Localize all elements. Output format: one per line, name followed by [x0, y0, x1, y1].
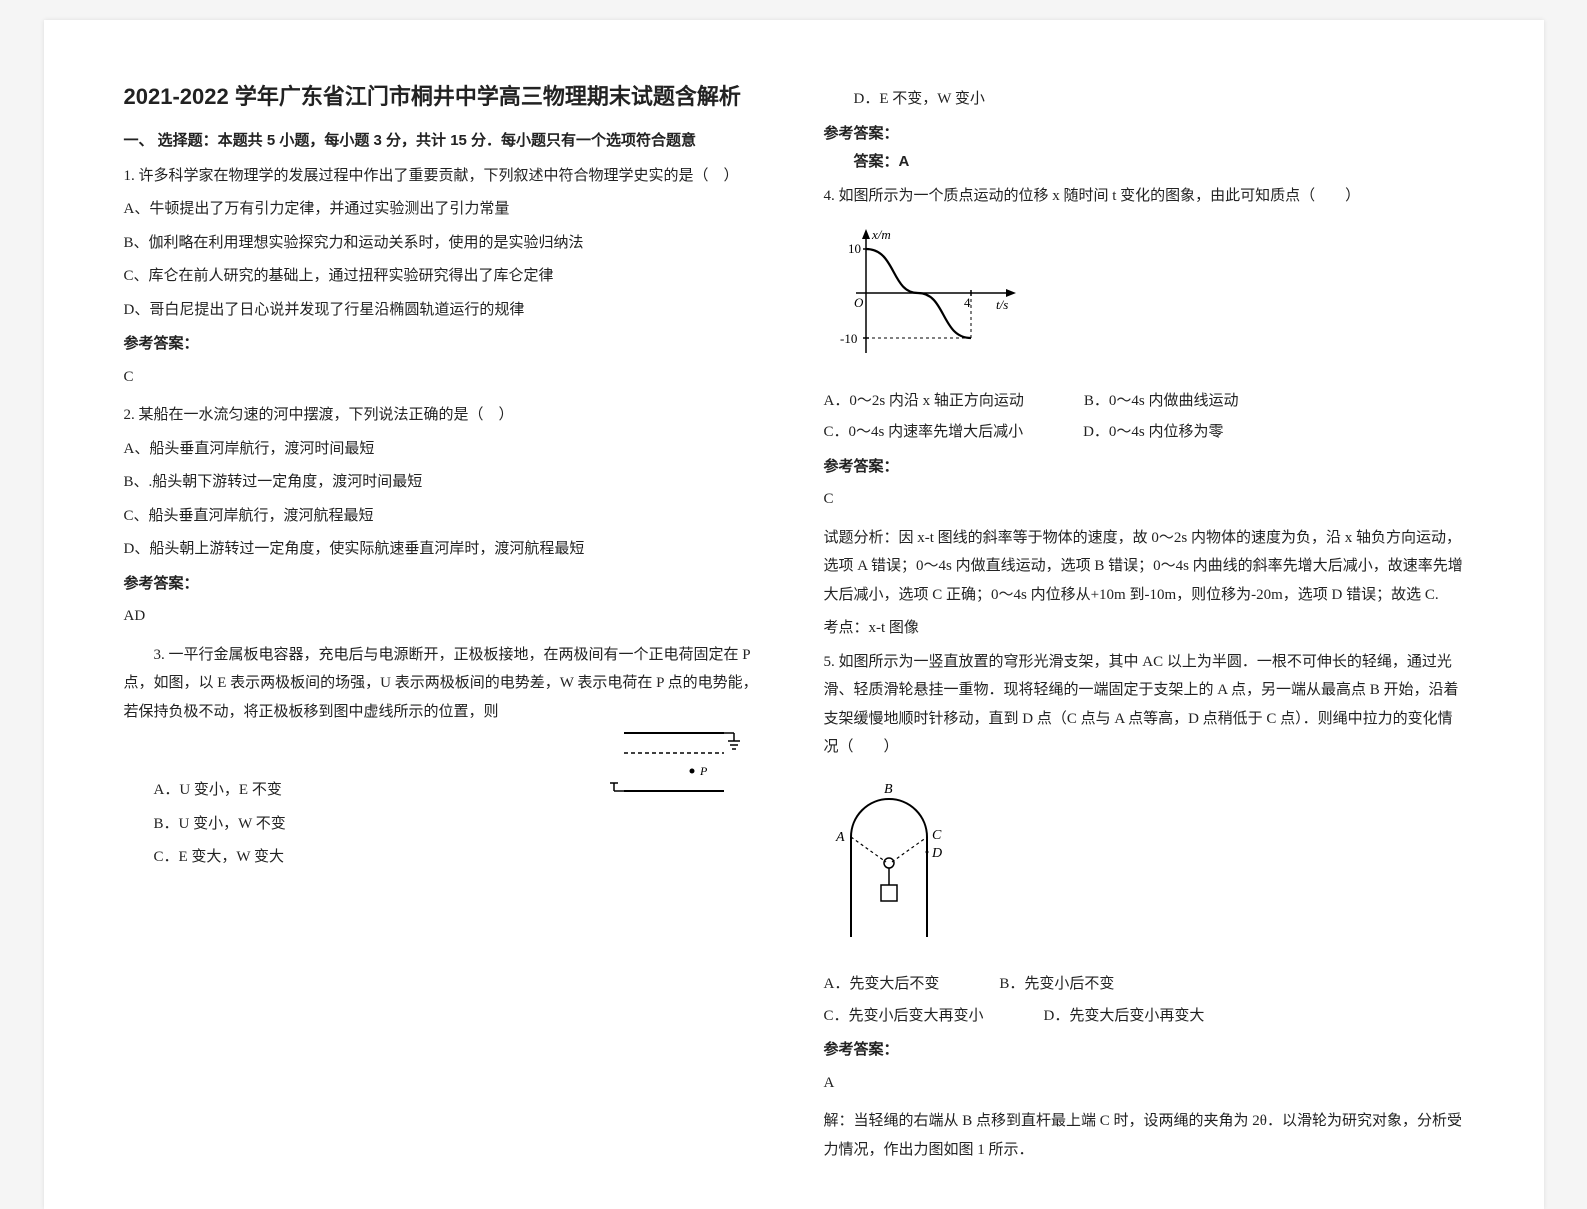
q5-solution: 解：当轻绳的右端从 B 点移到直杆最上端 C 时，设两绳的夹角为 2θ．以滑轮为… [824, 1107, 1464, 1164]
q5-row-cd: C．先变小后变大再变小 D．先变大后变小再变大 [824, 1002, 1464, 1031]
arc-frame-diagram: B A C D [824, 777, 964, 947]
left-column: 2021-2022 学年广东省江门市桐井中学高三物理期末试题含解析 一、 选择题… [94, 80, 794, 1169]
q5-option-c: C．先变小后变大再变小 [824, 1002, 984, 1031]
y-axis-label: x/m [871, 227, 891, 242]
right-column: D．E 不变，W 变小 参考答案： 答案：A 4. 如图所示为一个质点运动的位移… [794, 80, 1494, 1169]
capacitor-diagram: P [604, 721, 744, 811]
label-b: B [884, 782, 893, 797]
q4-option-a: A．0～2s 内沿 x 轴正方向运动 [824, 387, 1024, 416]
xtick-4: 4 [964, 295, 971, 310]
q4-answer-label: 参考答案： [824, 453, 1464, 482]
q2-option-d: D、船头朝上游转过一定角度，使实际航速垂直河岸时，渡河航程最短 [124, 535, 764, 564]
q2-answer-label: 参考答案： [124, 570, 764, 599]
label-c: C [932, 828, 942, 843]
exam-page: 2021-2022 学年广东省江门市桐井中学高三物理期末试题含解析 一、 选择题… [44, 20, 1544, 1209]
q5-answer-label: 参考答案： [824, 1036, 1464, 1065]
q1-option-b: B、伽利略在利用理想实验探究力和运动关系时，使用的是实验归纳法 [124, 229, 764, 258]
q3-answer-label: 参考答案： [824, 120, 1464, 149]
q4-stem: 4. 如图所示为一个质点运动的位移 x 随时间 t 变化的图象，由此可知质点（ … [824, 182, 1464, 211]
q3-option-b: B．U 变小，W 不变 [124, 810, 764, 839]
q5-option-d: D．先变大后变小再变大 [1044, 1002, 1205, 1031]
q4-point: 考点：x-t 图像 [824, 614, 1464, 643]
q1-option-c: C、库仑在前人研究的基础上，通过扭秤实验研究得出了库仑定律 [124, 262, 764, 291]
q2-option-b: B、.船头朝下游转过一定角度，渡河时间最短 [124, 468, 764, 497]
document-title: 2021-2022 学年广东省江门市桐井中学高三物理期末试题含解析 [124, 80, 764, 113]
q4-row-ab: A．0～2s 内沿 x 轴正方向运动 B．0～4s 内做曲线运动 [824, 387, 1464, 416]
q3-figure-wrap: P A．U 变小，E 不变 B．U 变小，W 不变 C．E 变大，W 变大 [124, 731, 764, 872]
q4-option-c: C．0～4s 内速率先增大后减小 [824, 418, 1024, 447]
q4-answer: C [824, 485, 1464, 514]
q3-option-c: C．E 变大，W 变大 [124, 843, 764, 872]
section-heading: 一、 选择题：本题共 5 小题，每小题 3 分，共计 15 分．每小题只有一个选… [124, 127, 764, 156]
q3-stem: 3. 一平行金属板电容器，充电后与电源断开，正极板接地，在两极间有一个正电荷固定… [124, 641, 764, 727]
q2-option-a: A、船头垂直河岸航行，渡河时间最短 [124, 435, 764, 464]
x-axis-label: t/s [996, 297, 1008, 312]
q1-option-d: D、哥白尼提出了日心说并发现了行星沿椭圆轨道运行的规律 [124, 296, 764, 325]
q5-row-ab: A．先变大后不变 B．先变小后不变 [824, 970, 1464, 999]
q3-option-d: D．E 不变，W 变小 [824, 85, 1464, 114]
q1-option-a: A、牛顿提出了万有引力定律，并通过实验测出了引力常量 [124, 195, 764, 224]
label-d: D [931, 846, 942, 861]
q3-answer: 答案：A [854, 148, 1464, 177]
q5-option-a: A．先变大后不变 [824, 970, 940, 999]
q1-answer-label: 参考答案： [124, 330, 764, 359]
q1-stem: 1. 许多科学家在物理学的发展过程中作出了重要贡献，下列叙述中符合物理学史实的是… [124, 162, 764, 191]
label-a: A [835, 830, 845, 845]
q5-option-b: B．先变小后不变 [999, 970, 1114, 999]
q4-analysis: 试题分析：因 x-t 图线的斜率等于物体的速度，故 0～2s 内物体的速度为负，… [824, 524, 1464, 610]
q4-option-b: B．0～4s 内做曲线运动 [1084, 387, 1239, 416]
ytick-top: 10 [848, 241, 861, 256]
q2-stem: 2. 某船在一水流匀速的河中摆渡，下列说法正确的是（ ） [124, 401, 764, 430]
q4-row-cd: C．0～4s 内速率先增大后减小 D．0～4s 内位移为零 [824, 418, 1464, 447]
origin-label: O [854, 295, 864, 310]
xt-graph: x/m t/s 10 -10 O 4 [836, 223, 1026, 363]
point-p-label: P [699, 764, 708, 778]
q2-answer: AD [124, 602, 764, 631]
ytick-bot: -10 [840, 331, 857, 346]
q4-option-d: D．0～4s 内位移为零 [1083, 418, 1223, 447]
q2-option-c: C、船头垂直河岸航行，渡河航程最短 [124, 502, 764, 531]
q5-answer: A [824, 1069, 1464, 1098]
q5-stem: 5. 如图所示为一竖直放置的穹形光滑支架，其中 AC 以上为半圆．一根不可伸长的… [824, 648, 1464, 762]
q1-answer: C [124, 363, 764, 392]
